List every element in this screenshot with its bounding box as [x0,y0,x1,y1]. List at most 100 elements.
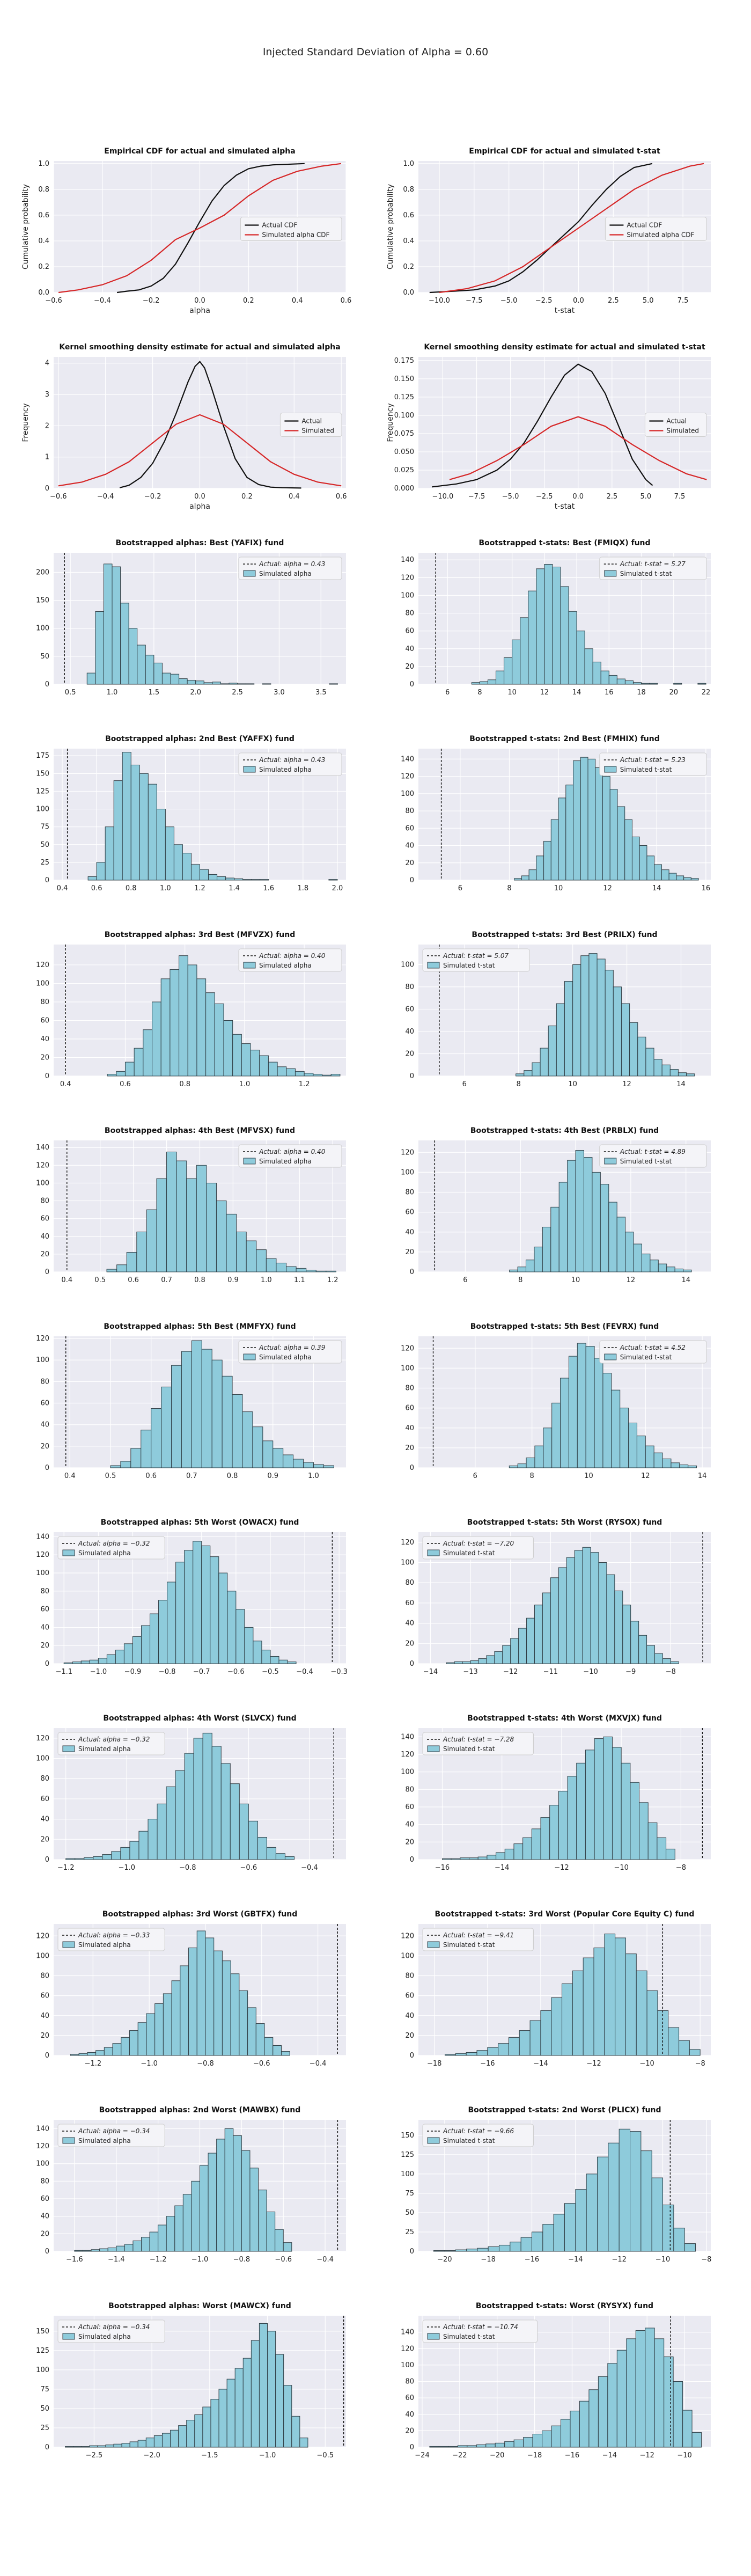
y-tick-label: 40 [405,1228,414,1236]
chart-title: Bootstrapped t-stats: 3rd Worst (Popular… [435,1910,695,1919]
histogram-bar [65,1858,76,1860]
histogram-bar [252,1426,263,1468]
histogram-bar [544,564,553,685]
x-tick-label: 0.8 [194,1276,205,1284]
histogram-bar [542,2224,554,2252]
legend-entry-actual: Actual: t-stat = −10.74 [443,2323,518,2331]
histogram-bar [170,969,180,1077]
y-tick-label: 0.150 [394,375,414,383]
series-line-simulated [58,163,342,294]
x-tick-label: 5.0 [640,493,652,501]
x-tick-label: 5.0 [643,297,654,305]
x-tick-label: 12 [641,1472,650,1480]
x-tick-label: −1.2 [85,2060,102,2068]
histogram-bar [158,2224,167,2252]
y-tick-label: 175 [36,752,49,760]
y-tick-label: 100 [401,591,414,599]
y-tick-label: 80 [40,998,49,1006]
x-tick-label: −20 [437,2256,452,2264]
y-tick-label: 100 [36,979,49,987]
histogram-bar [200,869,209,881]
histogram-bar [166,1786,176,1860]
histogram-bar [438,2446,449,2448]
histogram-bar [531,1828,541,1860]
x-tick-label: −18 [427,2060,441,2068]
histogram-bar [304,1073,314,1077]
histogram-bar [498,2043,509,2056]
histogram-chart-21: Bootstrapped alphas: 2nd Worst (MAWBX) f… [36,2106,346,2264]
y-tick-label: 40 [40,1035,49,1043]
histogram-bar [270,1656,279,1664]
histogram-bar [175,1562,185,1664]
histogram-bar [116,1071,126,1077]
histogram-bar [120,1847,130,1860]
x-tick-label: −0.6 [45,297,62,305]
histogram-bar [141,1430,152,1468]
y-tick-label: 120 [36,1551,49,1559]
histogram-bar [650,1260,659,1272]
y-tick-label: 50 [40,841,49,849]
y-tick-label: 40 [405,2012,414,2020]
x-tick-label: 8 [477,689,482,697]
histogram-bar [600,1184,609,1272]
x-tick-label: 0.9 [227,1276,239,1284]
histogram-bar [326,1270,336,1272]
histogram-bar [512,639,521,685]
histogram-bar [540,2010,552,2056]
legend-entry-simulated: Simulated alpha [259,962,312,969]
x-tick-label: 0.4 [64,1472,76,1480]
x-tick-label: 0.9 [267,1472,278,1480]
x-tick-label: 14 [652,884,661,892]
histogram-bar [689,2049,701,2056]
histogram-bar [550,819,559,881]
histogram-bar [534,1247,543,1272]
histogram-bar [124,2244,134,2252]
histogram-bar [558,1791,568,1860]
y-tick-label: 0.100 [394,412,414,420]
histogram-bar [205,992,215,1077]
histogram-bar [223,1020,233,1077]
y-tick-label: 0 [410,1856,414,1864]
legend: Actual: alpha = −0.32 Simulated alpha [57,1536,165,1560]
histogram-bar [542,1226,551,1272]
histogram-bar [664,2357,674,2448]
x-tick-label: −0.8 [233,2256,251,2264]
y-tick-label: 150 [36,770,49,778]
histogram-bar [504,2441,514,2448]
histogram-bar [697,683,706,685]
x-tick-label: 1.4 [229,884,240,892]
x-axis-label: alpha [189,306,210,315]
histogram-bar [684,2243,696,2252]
histogram-bar [116,2245,125,2252]
y-tick-label: 80 [405,1972,414,1980]
histogram-bar [201,1349,212,1468]
histogram-bar [313,1464,324,1468]
histogram-bar [679,2040,690,2056]
histogram-bar [112,566,121,685]
x-tick-label: 0.4 [57,884,68,892]
chart-title: Kernel smoothing density estimate for ac… [424,343,705,352]
histogram-bar [283,1454,294,1468]
x-tick-label: −8 [701,2256,711,2264]
histogram-bar [585,1346,595,1468]
histogram-bar [78,2053,88,2056]
histogram-bar [89,1659,99,1664]
histogram-bar [674,1268,684,1272]
y-tick-label: 0 [410,2443,414,2451]
histogram-bar [668,2027,680,2056]
y-tick-label: 150 [36,597,49,605]
y-tick-label: 100 [401,1168,414,1176]
histogram-bar [451,1858,461,1860]
histogram-bar [513,2439,524,2448]
histogram-bar [151,1408,162,1468]
histogram-bar [150,1613,159,1664]
y-tick-label: 3 [45,391,49,399]
histogram-bar [104,2047,113,2056]
histogram-bar [604,1934,616,2056]
histogram-bar [540,1817,550,1860]
x-tick-label: 1.5 [149,689,160,697]
y-tick-label: 0 [45,1268,49,1276]
histogram-bar [562,1983,573,2056]
x-tick-label: 6 [473,1472,477,1480]
x-tick-label: 0.4 [292,297,303,305]
